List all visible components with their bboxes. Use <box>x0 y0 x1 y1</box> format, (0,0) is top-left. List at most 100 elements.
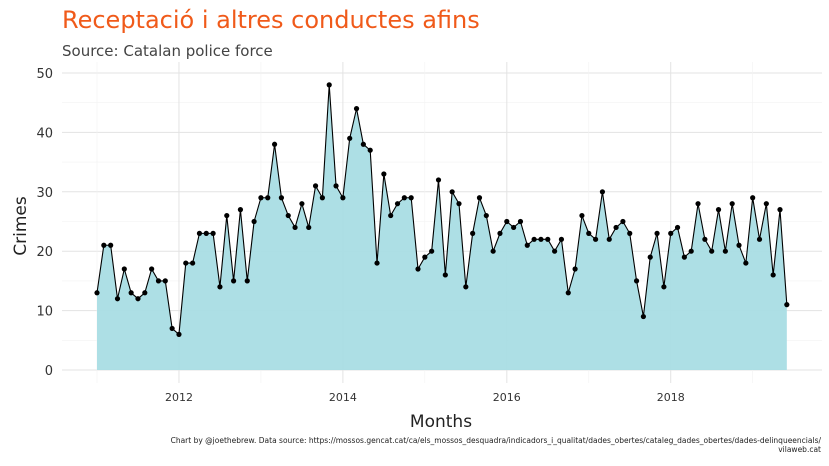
data-point <box>114 296 121 302</box>
data-point <box>435 177 442 183</box>
data-point <box>340 195 346 201</box>
data-point <box>285 212 291 219</box>
data-point <box>633 278 640 284</box>
data-point <box>545 236 551 242</box>
data-point <box>504 218 510 225</box>
data-point <box>722 248 728 254</box>
data-point <box>592 236 599 242</box>
data-point <box>231 278 237 284</box>
data-point <box>183 260 189 266</box>
caption-source: Chart by @joethebrew. Data source: https… <box>170 436 821 445</box>
data-point <box>108 242 114 248</box>
y-tick-label: 50 <box>36 67 53 82</box>
data-point <box>709 248 715 254</box>
y-axis: 0 10 20 30 40 50 <box>36 67 53 379</box>
data-point <box>360 141 366 147</box>
data-point <box>353 106 360 112</box>
chart-subtitle: Source: Catalan police force <box>62 42 273 60</box>
data-point <box>121 266 127 272</box>
y-tick-label: 30 <box>36 186 53 201</box>
data-point <box>271 141 278 147</box>
data-point <box>401 195 407 201</box>
y-tick-label: 10 <box>36 305 53 320</box>
data-point <box>394 201 401 207</box>
data-point <box>367 147 373 153</box>
data-point <box>681 254 687 260</box>
data-point <box>456 201 462 207</box>
data-point <box>169 325 175 332</box>
data-point <box>777 207 783 213</box>
y-tick-label: 20 <box>36 245 53 260</box>
data-point <box>743 260 749 266</box>
caption-site: vilaweb.cat <box>778 445 821 454</box>
y-tick-label: 0 <box>45 364 53 379</box>
data-point <box>470 230 476 236</box>
data-point <box>306 224 312 231</box>
data-point <box>736 242 742 248</box>
data-point <box>524 242 530 248</box>
data-point <box>442 272 448 278</box>
data-point <box>702 236 708 242</box>
data-point <box>627 230 633 236</box>
data-point <box>538 236 544 242</box>
data-point <box>149 266 155 272</box>
chart-caption: Chart by @joethebrew. Data source: https… <box>61 436 821 454</box>
y-tick-label: 40 <box>36 126 53 141</box>
x-tick-label: 2014 <box>329 391 357 404</box>
data-point <box>449 189 455 195</box>
x-axis: 2012 2014 2016 2018 <box>165 391 685 404</box>
x-tick-label: 2012 <box>165 391 193 404</box>
data-point <box>162 278 168 284</box>
data-point <box>94 290 100 296</box>
data-point <box>476 195 483 201</box>
data-point <box>599 189 606 195</box>
data-point <box>729 201 735 207</box>
data-point <box>381 171 387 177</box>
data-point <box>142 290 148 296</box>
data-point <box>490 248 496 254</box>
data-point <box>586 230 592 236</box>
data-point <box>258 195 264 201</box>
data-point <box>155 278 162 284</box>
area-fill <box>97 84 787 370</box>
data-point <box>654 230 660 236</box>
data-point <box>640 313 647 320</box>
data-point <box>319 195 325 201</box>
data-point <box>558 236 565 242</box>
data-point <box>224 212 230 219</box>
data-point <box>135 296 141 302</box>
data-point <box>312 183 319 189</box>
data-point <box>483 212 489 219</box>
data-point <box>265 195 271 201</box>
data-point <box>750 195 756 201</box>
data-point <box>203 230 209 236</box>
data-point <box>647 254 653 260</box>
data-point <box>128 290 134 296</box>
data-point <box>278 195 285 201</box>
data-point <box>688 248 694 254</box>
data-point <box>190 260 196 266</box>
data-point <box>251 218 257 225</box>
data-point <box>408 195 414 201</box>
data-point <box>565 290 571 296</box>
data-point <box>511 224 517 231</box>
data-point <box>763 201 769 207</box>
data-point <box>196 230 203 236</box>
data-point <box>299 201 305 207</box>
area-layer <box>97 84 787 370</box>
data-point <box>620 218 626 225</box>
data-point <box>579 212 585 219</box>
data-point <box>388 212 394 219</box>
data-point <box>572 266 578 272</box>
data-point <box>613 224 619 231</box>
data-point <box>531 236 537 242</box>
data-point <box>674 224 681 231</box>
data-point <box>415 266 421 272</box>
data-point <box>244 278 250 284</box>
chart-title: Receptació i altres conductes afins <box>62 6 480 34</box>
data-point <box>292 224 298 231</box>
data-point <box>176 331 182 337</box>
x-tick-label: 2016 <box>493 391 521 404</box>
data-point <box>661 284 667 290</box>
data-point <box>784 302 790 308</box>
